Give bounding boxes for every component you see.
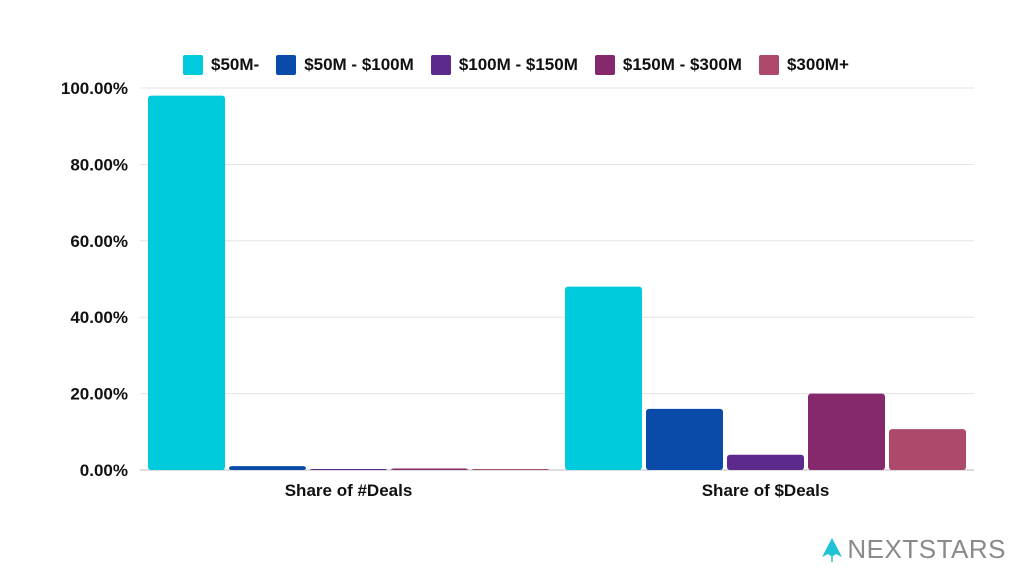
brand-logo: NEXTSTARS (821, 534, 1006, 565)
bar (472, 469, 549, 470)
bar (565, 286, 642, 470)
legend-swatch (430, 55, 451, 75)
x-tick-label: Share of #Deals (285, 481, 413, 500)
y-tick-label: 0.00% (80, 461, 128, 480)
legend-label: $300M+ (786, 55, 849, 74)
y-tick-label: 20.00% (70, 385, 128, 404)
y-tick-label: 60.00% (70, 232, 128, 251)
legend-label: $50M - $100M (304, 55, 414, 74)
legend-swatch (276, 55, 297, 75)
bars (148, 95, 966, 470)
y-tick-label: 100.00% (61, 79, 128, 98)
legend-swatch (758, 55, 779, 75)
legend-item: $150M - $300M (594, 55, 742, 75)
legend-item: $50M- (183, 55, 259, 75)
bar (310, 469, 387, 470)
bar (727, 454, 804, 470)
rocket-icon (822, 537, 843, 562)
x-tick-label: Share of $Deals (702, 481, 830, 500)
legend-item: $300M+ (758, 55, 849, 75)
legend: $50M- $50M - $100M $100M - $150M $150M - $3… (183, 55, 866, 75)
y-tick-label: 40.00% (70, 308, 128, 327)
y-tick-label: 80.00% (70, 155, 128, 174)
x-axis-ticks: Share of #Deals Share of $Deals (285, 481, 830, 500)
legend-label: $150M - $300M (622, 55, 742, 74)
legend-label: $50M- (211, 55, 260, 74)
bar (646, 408, 723, 470)
legend-item: $100M - $150M (430, 55, 578, 75)
bar (148, 95, 225, 470)
y-axis-ticks: 0.00% 20.00% 40.00% 60.00% 80.00% 100.00% (61, 79, 128, 480)
bar (229, 466, 306, 470)
legend-swatch (594, 55, 615, 75)
brand-name: NEXTSTARS (847, 534, 1006, 564)
bar (808, 393, 885, 470)
legend-swatch (183, 55, 203, 75)
legend-label: $100M - $150M (458, 55, 578, 74)
legend-item: $50M - $100M (276, 55, 414, 75)
bar (889, 429, 966, 470)
bar (391, 468, 468, 470)
